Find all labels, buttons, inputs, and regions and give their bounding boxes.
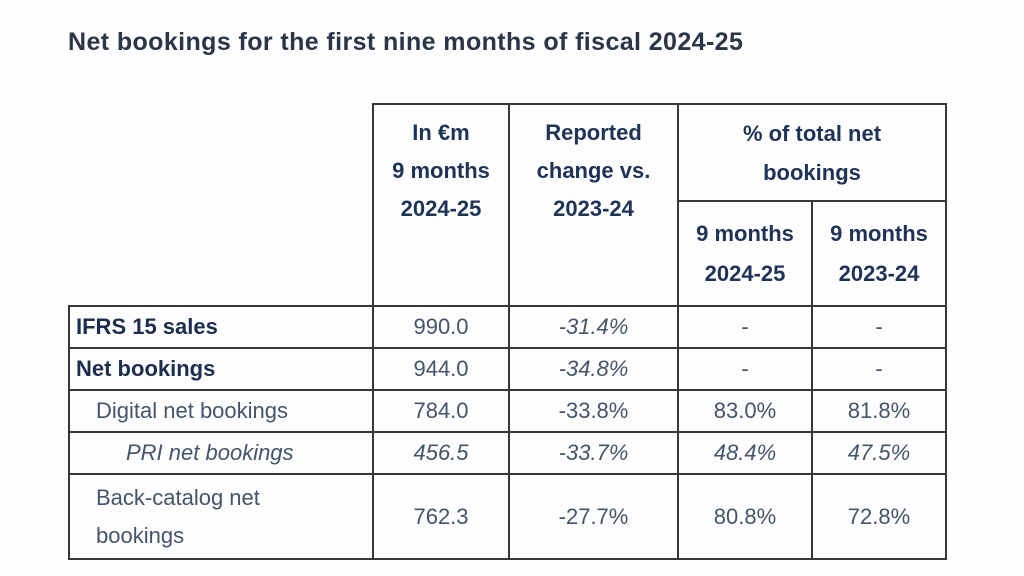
value-change: -31.4% — [508, 305, 679, 349]
header-row-top: In €m 9 months 2024-25 Reported change v… — [69, 103, 947, 307]
value-pct-2023: - — [811, 347, 947, 391]
value-pct-2023: 47.5% — [811, 431, 947, 475]
header-line: 2023-24 — [553, 196, 634, 221]
value-change: -27.7% — [508, 473, 679, 560]
header-row-sub: 9 months 2024-25 9 months 2023-24 — [69, 200, 947, 307]
row-label: PRI net bookings — [68, 431, 374, 475]
corner-empty-cell — [69, 104, 373, 306]
header-line: 2024-25 — [400, 196, 482, 221]
value-change: -33.8% — [508, 389, 679, 433]
col-header-pct-total-group: % of total net bookings — [677, 103, 947, 202]
header-line: % of total net — [742, 120, 882, 146]
value-in-eur: 990.0 — [372, 305, 510, 349]
header-line: 2023-24 — [838, 260, 920, 286]
header-line: In €m — [412, 120, 470, 145]
value-pct-2023: 72.8% — [811, 473, 947, 560]
row-label: Back-catalog net bookings — [68, 473, 374, 560]
header-line: Reported — [545, 120, 642, 145]
col-header-pct-2023-24: 9 months 2023-24 — [811, 200, 947, 307]
table-row-pri-net-bookings: PRI net bookings 456.5 -33.7% 48.4% 47.5… — [68, 431, 947, 475]
header-line: change vs. — [536, 158, 651, 183]
table-row-back-catalog-net-bookings: Back-catalog net bookings 762.3 -27.7% 8… — [68, 473, 947, 560]
value-pct-2024: 80.8% — [677, 473, 813, 560]
header-line: 9 months — [392, 158, 490, 183]
row-label: Digital net bookings — [68, 389, 374, 433]
table-row-digital-net-bookings: Digital net bookings 784.0 -33.8% 83.0% … — [68, 389, 947, 433]
value-change: -33.7% — [508, 431, 679, 475]
col-header-pct-2024-25: 9 months 2024-25 — [677, 200, 813, 307]
table-row-ifrs15-sales: IFRS 15 sales 990.0 -31.4% - - — [68, 305, 947, 349]
value-pct-2023: - — [811, 305, 947, 349]
value-pct-2024: - — [677, 305, 813, 349]
value-in-eur: 762.3 — [372, 473, 510, 560]
value-pct-2024: 48.4% — [677, 431, 813, 475]
col-header-in-eur: In €m 9 months 2024-25 — [372, 103, 510, 307]
row-label: Net bookings — [68, 347, 374, 391]
col-header-reported-change: Reported change vs. 2023-24 — [508, 103, 679, 307]
page-title: Net bookings for the first nine months o… — [68, 28, 744, 56]
header-line: 2024-25 — [704, 260, 786, 286]
row-label-line: bookings — [96, 522, 185, 548]
row-label-line: Back-catalog net — [96, 484, 260, 510]
header-line: 9 months — [830, 220, 928, 246]
value-pct-2024: - — [677, 347, 813, 391]
value-pct-2023: 81.8% — [811, 389, 947, 433]
value-change: -34.8% — [508, 347, 679, 391]
header-line: bookings — [763, 159, 861, 185]
row-label: IFRS 15 sales — [68, 305, 374, 349]
value-in-eur: 784.0 — [372, 389, 510, 433]
value-in-eur: 944.0 — [372, 347, 510, 391]
header-line: 9 months — [696, 220, 794, 246]
value-pct-2024: 83.0% — [677, 389, 813, 433]
value-in-eur: 456.5 — [372, 431, 510, 475]
table-row-net-bookings: Net bookings 944.0 -34.8% - - — [68, 347, 947, 391]
net-bookings-table: In €m 9 months 2024-25 Reported change v… — [68, 103, 947, 560]
